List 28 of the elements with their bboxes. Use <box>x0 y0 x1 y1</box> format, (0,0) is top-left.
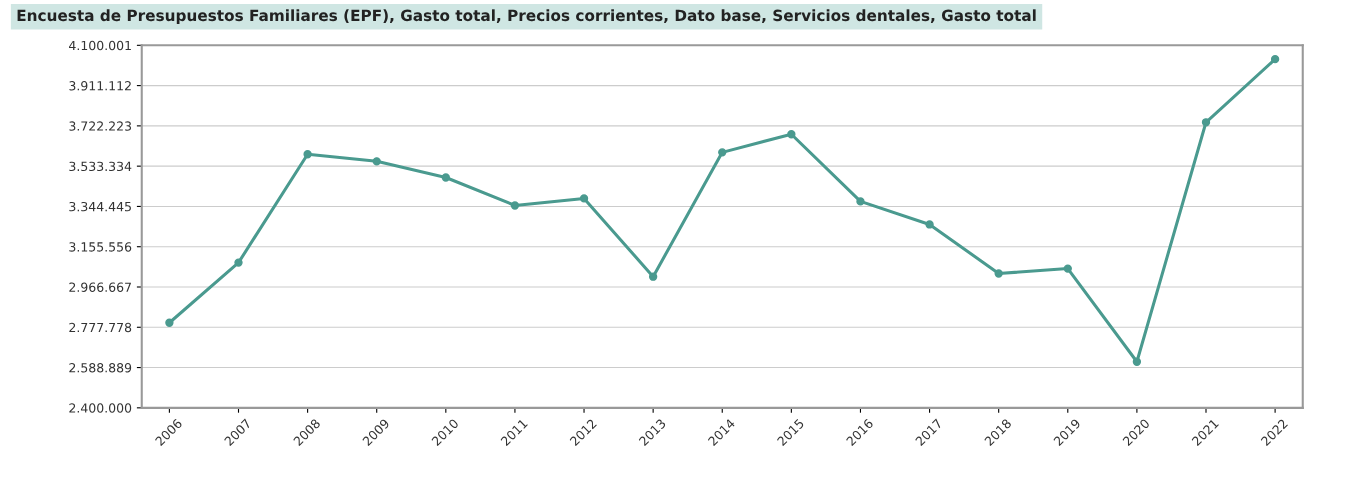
point <box>441 173 450 182</box>
point <box>1201 118 1211 127</box>
y-tick-label: 3.533.334 <box>69 161 132 172</box>
point <box>787 130 796 139</box>
y-tick-label: 2.777.778 <box>69 322 132 333</box>
point <box>579 194 589 203</box>
point <box>165 318 174 327</box>
y-tick-label: 3.911.112 <box>69 81 131 91</box>
y-tick-label: 3.155.556 <box>69 242 132 252</box>
point <box>303 150 312 159</box>
point <box>1063 264 1072 273</box>
y-tick-label: 2.588.889 <box>69 363 132 373</box>
point <box>925 220 934 229</box>
chart-title: Encuesta de Presupuestos Familiares (EPF), Gasto total, Precios corrientes, Dato base, Servicios dentales, Gasto total <box>17 9 1036 25</box>
y-tick-label: 4.100.001 <box>69 40 131 51</box>
point <box>234 258 243 267</box>
point <box>372 157 381 166</box>
point <box>994 269 1003 278</box>
point <box>510 201 520 210</box>
point <box>856 197 865 206</box>
y-tick-label: 3.344.445 <box>69 201 131 212</box>
point <box>1132 357 1142 366</box>
y-tick-label: 2.400.000 <box>69 403 132 413</box>
point <box>648 272 658 281</box>
y-tick-label: 2.966.667 <box>69 282 131 292</box>
point <box>718 148 727 157</box>
y-tick-label: 3.722.223 <box>69 121 132 131</box>
point <box>1270 55 1280 64</box>
